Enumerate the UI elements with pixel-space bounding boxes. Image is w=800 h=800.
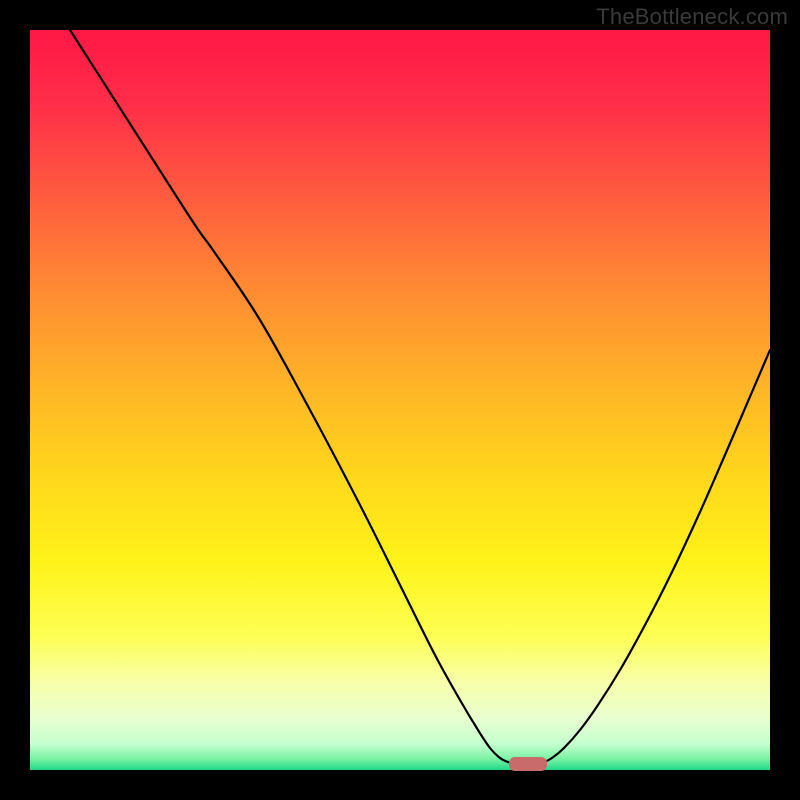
watermark-text: TheBottleneck.com bbox=[596, 4, 788, 30]
chart-svg bbox=[0, 0, 800, 800]
bottleneck-chart: TheBottleneck.com bbox=[0, 0, 800, 800]
optimal-marker bbox=[509, 757, 547, 771]
